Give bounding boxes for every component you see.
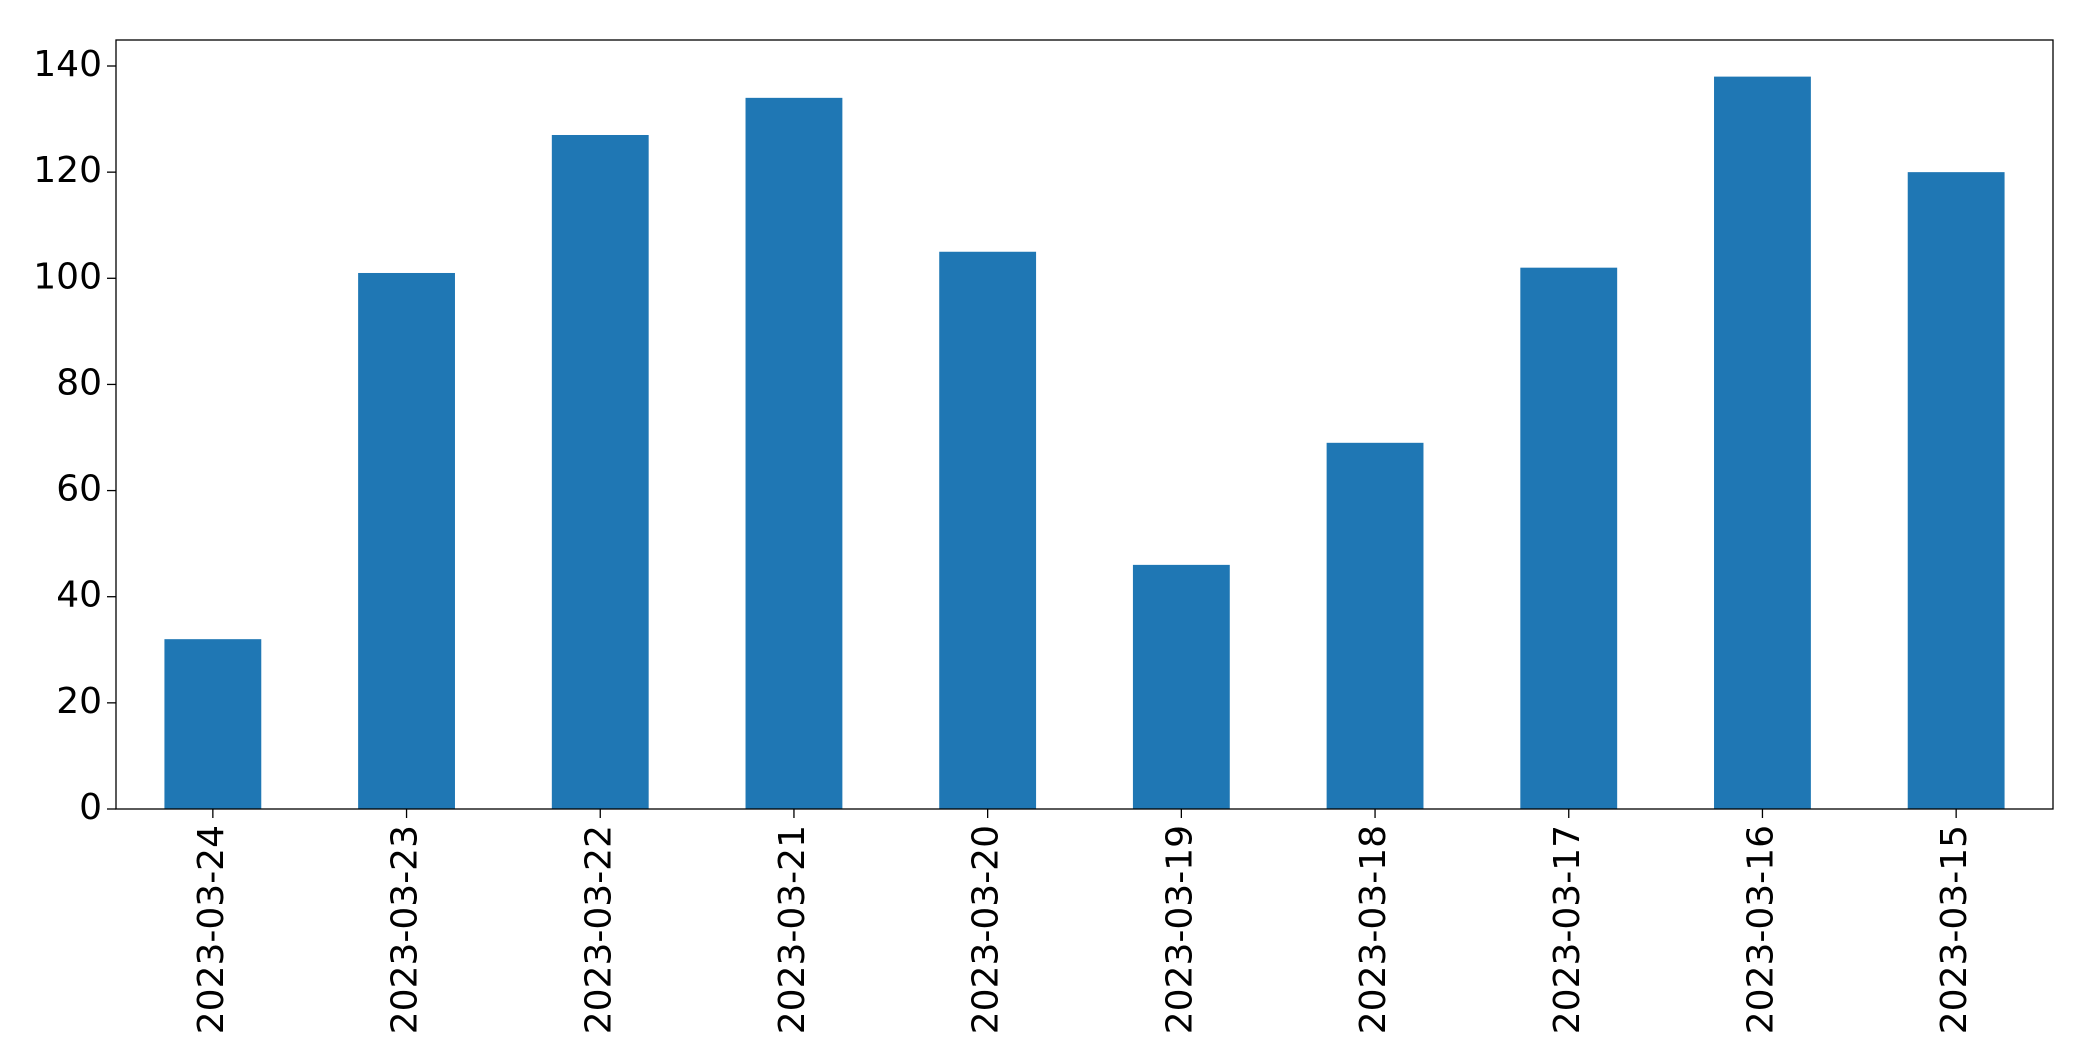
x-tick-label: 2023-03-24 <box>191 825 232 1034</box>
x-tick-label: 2023-03-17 <box>1547 825 1588 1034</box>
x-tick-label: 2023-03-22 <box>578 825 619 1034</box>
bar <box>745 97 843 810</box>
bar <box>939 251 1037 810</box>
bar <box>358 272 455 809</box>
plot-frame <box>115 39 2054 810</box>
x-tick-label: 2023-03-15 <box>1934 825 1975 1034</box>
y-tick-label: 40 <box>56 575 102 616</box>
y-tick-label: 0 <box>79 787 102 828</box>
bar <box>1907 172 2005 810</box>
y-tick-label: 60 <box>56 469 102 510</box>
y-tick-label: 20 <box>56 681 102 722</box>
bar <box>1326 442 1424 809</box>
bar <box>164 639 262 809</box>
x-tick-label: 2023-03-20 <box>966 825 1007 1034</box>
y-tick-label: 80 <box>56 362 102 403</box>
x-tick-label: 2023-03-19 <box>1159 825 1200 1034</box>
bar <box>1714 76 1811 810</box>
bar <box>551 134 649 809</box>
x-tick-label: 2023-03-23 <box>385 825 426 1034</box>
bar <box>1520 267 1618 810</box>
x-tick-label: 2023-03-18 <box>1353 825 1394 1034</box>
y-tick-label: 120 <box>33 150 102 191</box>
y-tick-label: 140 <box>33 44 102 85</box>
x-tick-label: 2023-03-21 <box>772 825 813 1034</box>
x-tick-label: 2023-03-16 <box>1740 825 1781 1034</box>
bar <box>1132 564 1230 809</box>
y-tick-label: 100 <box>33 256 102 297</box>
